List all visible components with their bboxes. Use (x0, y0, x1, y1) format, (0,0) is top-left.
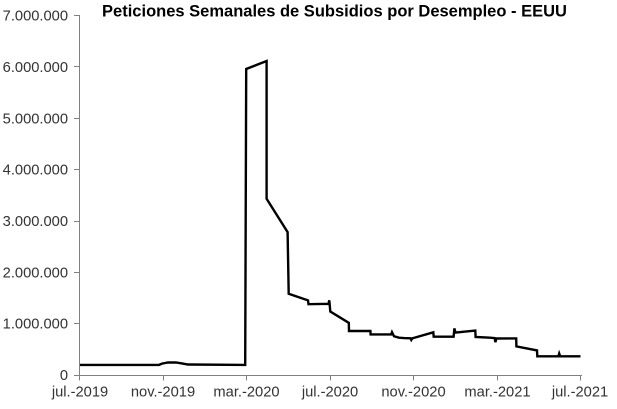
svg-text:nov.-2020: nov.-2020 (381, 385, 445, 401)
svg-text:1.000.000: 1.000.000 (3, 317, 68, 333)
svg-text:4.000.000: 4.000.000 (3, 163, 68, 179)
svg-text:mar.-2021: mar.-2021 (464, 385, 530, 401)
svg-text:Peticiones Semanales de Subsid: Peticiones Semanales de Subsidios por De… (102, 3, 567, 21)
svg-text:mar.-2020: mar.-2020 (213, 385, 279, 401)
svg-text:0: 0 (60, 368, 68, 384)
svg-text:6.000.000: 6.000.000 (3, 60, 68, 76)
svg-text:jul.-2019: jul.-2019 (51, 385, 108, 401)
svg-text:5.000.000: 5.000.000 (3, 111, 68, 127)
svg-text:jul.-2021: jul.-2021 (551, 385, 608, 401)
svg-text:jul.-2020: jul.-2020 (301, 385, 358, 401)
svg-text:2.000.000: 2.000.000 (3, 265, 68, 281)
svg-text:7.000.000: 7.000.000 (3, 9, 68, 25)
svg-text:nov.-2019: nov.-2019 (131, 385, 195, 401)
svg-text:3.000.000: 3.000.000 (3, 214, 68, 230)
